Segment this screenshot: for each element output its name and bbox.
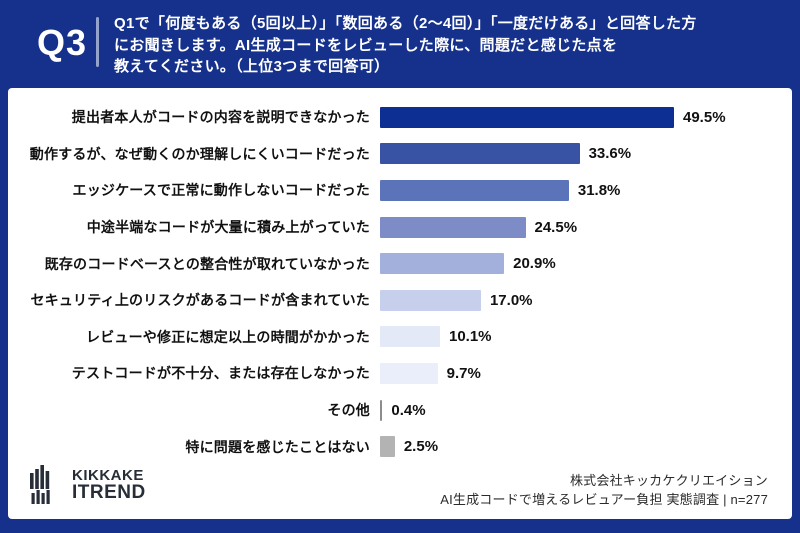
value-label: 9.7% xyxy=(446,364,481,382)
bar-area: 20.9% xyxy=(380,253,792,275)
bar xyxy=(380,436,395,458)
bar-area: 9.7% xyxy=(380,362,792,384)
bar-area: 0.4% xyxy=(380,399,792,421)
chart-row: 動作するが、なぜ動くのか理解しにくいコードだった 33.6% xyxy=(8,136,792,173)
category-label: 既存のコードベースとの整合性が取れていなかった xyxy=(44,255,370,272)
chart-row: テストコードが不十分、または存在しなかった 9.7% xyxy=(8,355,792,392)
category-label: セキュリティ上のリスクがあるコードが含まれていた xyxy=(30,292,370,309)
bar xyxy=(380,289,481,311)
credit-company: 株式会社キッカケクリエイション xyxy=(569,473,768,488)
category-label: 提出者本人がコードの内容を説明できなかった xyxy=(71,109,370,126)
logo-text-trend: ITREND xyxy=(72,482,146,503)
bar-area: 33.6% xyxy=(380,143,792,165)
question-line-3: 教えてください。（上位3つまで回答可） xyxy=(114,58,390,75)
category-label: 中途半端なコードが大量に積み上がっていた xyxy=(86,219,370,236)
category-label: テストコードが不十分、または存在しなかった xyxy=(71,365,370,382)
value-label: 10.1% xyxy=(448,328,492,346)
question-number: Q3 xyxy=(36,22,88,63)
chart-row: 中途半端なコードが大量に積み上がっていた 24.5% xyxy=(8,209,792,246)
bar-area: 2.5% xyxy=(380,436,792,458)
value-label: 31.8% xyxy=(577,181,621,199)
bar xyxy=(380,253,505,275)
value-label: 24.5% xyxy=(534,218,578,236)
bar xyxy=(380,326,440,348)
value-label: 2.5% xyxy=(403,438,439,456)
question-line-2: にお聞きします。AI生成コードをレビューした際に、問題だと感じた点を xyxy=(114,36,618,54)
question-header: Q3 Q1で「何度もある（5回以上）」「数回ある（2〜4回）」「一度だけある」と… xyxy=(0,0,800,88)
question-line-1: Q1で「何度もある（5回以上）」「数回ある（2〜4回）」「一度だけある」と回答し… xyxy=(114,15,697,32)
bar xyxy=(380,179,569,201)
category-label: エッジケースで正常に動作しないコードだった xyxy=(72,182,370,199)
bar xyxy=(380,399,383,421)
bar-area: 10.1% xyxy=(380,326,792,348)
header-divider xyxy=(96,17,99,67)
category-label: 動作するが、なぜ動くのか理解しにくいコードだった xyxy=(29,145,370,162)
value-label: 17.0% xyxy=(489,291,533,309)
chart-card: 提出者本人がコードの内容を説明できなかった 49.5% 動作するが、なぜ動くのか理解… xyxy=(8,88,792,519)
logo-text-kikkake: KIKKAKE xyxy=(72,467,144,484)
category-label: 特に問題を感じたことはない xyxy=(185,438,370,455)
bar xyxy=(380,216,526,238)
chart-row: その他 0.4% xyxy=(8,392,792,429)
chart-row: 提出者本人がコードの内容を説明できなかった 49.5% xyxy=(8,99,792,136)
bar-area: 31.8% xyxy=(380,179,792,201)
equalizer-bars-logo-icon xyxy=(30,465,50,504)
chart-row: 特に問題を感じたことはない 2.5% xyxy=(8,428,792,465)
bar xyxy=(380,362,438,384)
chart-row: エッジケースで正常に動作しないコードだった 31.8% xyxy=(8,172,792,209)
bar-chart: 提出者本人がコードの内容を説明できなかった 49.5% 動作するが、なぜ動くのか理解… xyxy=(8,99,792,465)
bar-area: 49.5% xyxy=(380,106,792,128)
category-label: その他 xyxy=(327,402,370,419)
category-label: レビューや修正に想定以上の時間がかかった xyxy=(86,328,370,345)
bar xyxy=(380,106,674,128)
credit-survey-title: AI生成コードで増えるレビュアー負担 実態調査 | n=277 xyxy=(440,491,768,507)
bar-area: 17.0% xyxy=(380,289,792,311)
chart-row: セキュリティ上のリスクがあるコードが含まれていた 17.0% xyxy=(8,282,792,319)
value-label: 20.9% xyxy=(513,255,556,273)
bar xyxy=(380,143,580,165)
question-text: Q1で「何度もある（5回以上）」「数回ある（2〜4回）」「一度だけある」と回答し… xyxy=(114,13,697,78)
value-label: 49.5% xyxy=(683,108,726,126)
kikkake-trend-logo: KIKKAKE ITREND xyxy=(30,465,146,505)
bar-area: 24.5% xyxy=(380,216,792,238)
value-label: 0.4% xyxy=(391,401,426,419)
chart-row: レビューや修正に想定以上の時間がかかった 10.1% xyxy=(8,319,792,356)
logo-wordmark: KIKKAKE ITREND xyxy=(72,468,146,502)
chart-row: 既存のコードベースとの整合性が取れていなかった 20.9% xyxy=(8,245,792,282)
survey-credit: 株式会社キッカケクリエイション AI生成コードで増えるレビュアー負担 実態調査 … xyxy=(440,472,768,509)
value-label: 33.6% xyxy=(588,145,632,163)
